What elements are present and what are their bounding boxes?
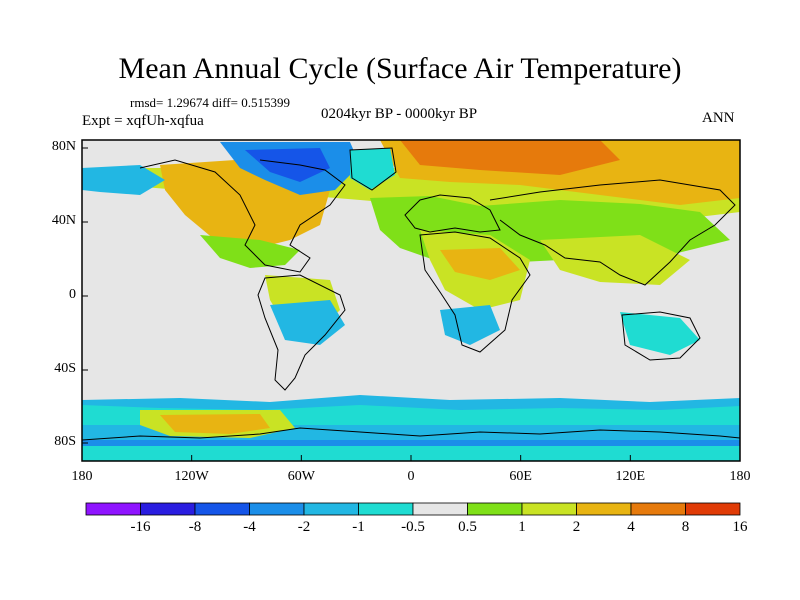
coastline-greenland [349, 147, 397, 191]
colorbar-label: -2 [297, 519, 311, 535]
colorbar-swatch [249, 502, 305, 516]
map-field [82, 140, 740, 461]
lon-tick-label: 60E [509, 469, 532, 484]
greenland-cool [350, 148, 395, 190]
coastline-asia [489, 179, 736, 286]
antarctic-interior [82, 446, 740, 461]
lat-tick-label: 40S [54, 361, 76, 376]
lat-tick-label: 80S [54, 434, 76, 449]
lat-tick-label: 80N [51, 139, 76, 154]
colorbar-swatch [194, 502, 250, 516]
lon-tick-label: 180 [71, 469, 93, 484]
stats-text: rmsd= 1.29674 diff= 0.515399 [130, 95, 290, 110]
colorbar-label: 0.5 [458, 519, 477, 535]
colorbar-label: -1 [352, 519, 365, 535]
coastline-north-america [139, 159, 346, 273]
lon-tick-label: 180 [729, 469, 751, 484]
coastline-europe [404, 194, 501, 233]
colorbar-swatch [358, 502, 414, 516]
colorbar-swatch [630, 502, 686, 516]
north-america-green [200, 235, 300, 268]
colorbar-swatch [467, 502, 523, 516]
colorbar-swatch [85, 502, 141, 516]
coastline-antarctica [82, 427, 740, 441]
australia-cool [620, 312, 700, 355]
colorbar [85, 502, 741, 516]
colorbar-label: 8 [681, 519, 690, 535]
lon-tick-marks [81, 455, 741, 461]
colorbar-swatch [576, 502, 632, 516]
colorbar-swatch [685, 502, 741, 516]
period-label: 0204kyr BP - 0000kyr BP [321, 106, 478, 122]
coastline-south-america [257, 274, 346, 391]
lat-tick-label: 0 [69, 287, 76, 302]
lon-tick-label: 120W [174, 469, 209, 484]
coastline-australia [621, 311, 701, 361]
colorbar-label: 4 [627, 519, 635, 535]
page-title: Mean Annual Cycle (Surface Air Temperatu… [118, 52, 682, 85]
colorbar-swatch [412, 502, 468, 516]
colorbar-label: -0.5 [401, 519, 425, 535]
coastlines [82, 147, 740, 441]
colorbar-label: -4 [243, 519, 256, 535]
arctic-canada-deep-cool [245, 148, 330, 182]
siberia-deep-orange [400, 140, 620, 175]
colorbar-swatch [303, 502, 359, 516]
lat-tick-marks [82, 147, 88, 444]
antarctica-orange [160, 414, 270, 434]
lon-tick-label: 0 [407, 469, 415, 484]
colorbar-label: -8 [188, 519, 202, 535]
colorbar-label: 16 [732, 519, 748, 535]
season-label: ANN [702, 110, 735, 126]
colorbar-swatch [521, 502, 577, 516]
colorbar-label: 1 [518, 519, 526, 535]
alaska-cool [82, 165, 165, 195]
colorbar-swatch [140, 502, 196, 516]
colorbar-label: 2 [572, 519, 581, 535]
experiment-label: Expt = xqfUh-xqfua [82, 113, 204, 129]
lon-tick-label: 60W [287, 469, 315, 484]
sahara-orange [440, 248, 520, 280]
coastline-africa [419, 231, 531, 353]
colorbar-label: -16 [130, 519, 151, 535]
lon-tick-label: 120E [615, 469, 646, 484]
lat-tick-label: 40N [51, 213, 76, 228]
south-asia-warm [540, 235, 690, 285]
